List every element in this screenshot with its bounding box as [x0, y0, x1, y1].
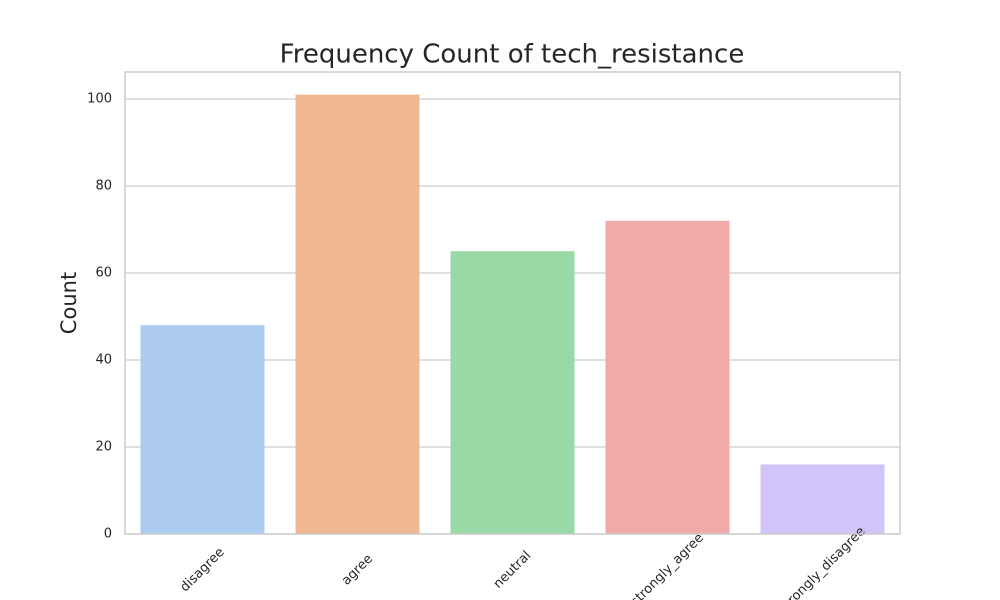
bar: [605, 220, 730, 534]
x-tick-label: strongly_agree: [628, 531, 707, 600]
y-tick-label: 20: [95, 439, 112, 454]
plot-border: [124, 71, 901, 535]
chart-title: Frequency Count of tech_resistance: [280, 40, 745, 70]
y-tick-label: 100: [87, 91, 112, 106]
y-tick-label: 40: [95, 352, 112, 367]
x-tick-label: disagree: [177, 545, 227, 595]
x-tick-label: neutral: [491, 548, 534, 591]
x-tick-label: agree: [339, 552, 376, 589]
bar: [760, 464, 885, 534]
y-axis-label: Count: [57, 272, 81, 334]
x-tick-label: strongly_disagree: [777, 524, 869, 600]
y-tick-label: 0: [104, 527, 112, 542]
y-tick-label: 60: [95, 265, 112, 280]
bar: [295, 94, 420, 535]
bar: [450, 251, 575, 535]
y-tick-label: 80: [95, 178, 112, 193]
bar: [140, 325, 265, 534]
